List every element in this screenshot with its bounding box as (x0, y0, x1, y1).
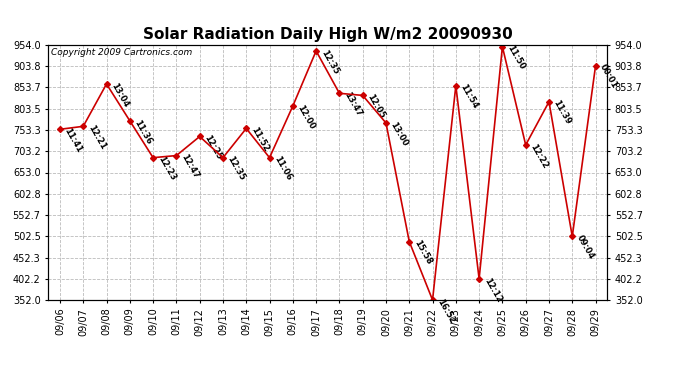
Text: 13:00: 13:00 (388, 120, 410, 148)
Text: 15:58: 15:58 (412, 239, 433, 266)
Text: 12:05: 12:05 (366, 93, 386, 120)
Text: 11:54: 11:54 (459, 83, 480, 111)
Text: 09:04: 09:04 (575, 234, 596, 261)
Text: 12:12: 12:12 (482, 276, 503, 304)
Text: 12:25: 12:25 (202, 134, 224, 162)
Text: 11:41: 11:41 (63, 126, 84, 154)
Text: 11:39: 11:39 (552, 99, 573, 126)
Text: 00:01: 00:01 (598, 63, 620, 90)
Text: 11:52: 11:52 (249, 126, 270, 153)
Text: 11:06: 11:06 (273, 155, 293, 183)
Text: 12:22: 12:22 (529, 142, 550, 170)
Text: 12:35: 12:35 (226, 155, 247, 183)
Text: Copyright 2009 Cartronics.com: Copyright 2009 Cartronics.com (51, 48, 193, 57)
Text: 12:00: 12:00 (295, 103, 317, 131)
Text: 13:47: 13:47 (342, 90, 363, 118)
Text: 16:52: 16:52 (435, 297, 457, 325)
Text: 11:36: 11:36 (132, 118, 154, 146)
Text: 12:35: 12:35 (319, 48, 340, 76)
Text: 12:47: 12:47 (179, 153, 200, 180)
Text: 12:23: 12:23 (156, 155, 177, 183)
Text: 11:50: 11:50 (505, 44, 526, 72)
Text: 12:21: 12:21 (86, 123, 107, 152)
Title: Solar Radiation Daily High W/m2 20090930: Solar Radiation Daily High W/m2 20090930 (143, 27, 513, 42)
Text: 13:04: 13:04 (109, 81, 130, 109)
